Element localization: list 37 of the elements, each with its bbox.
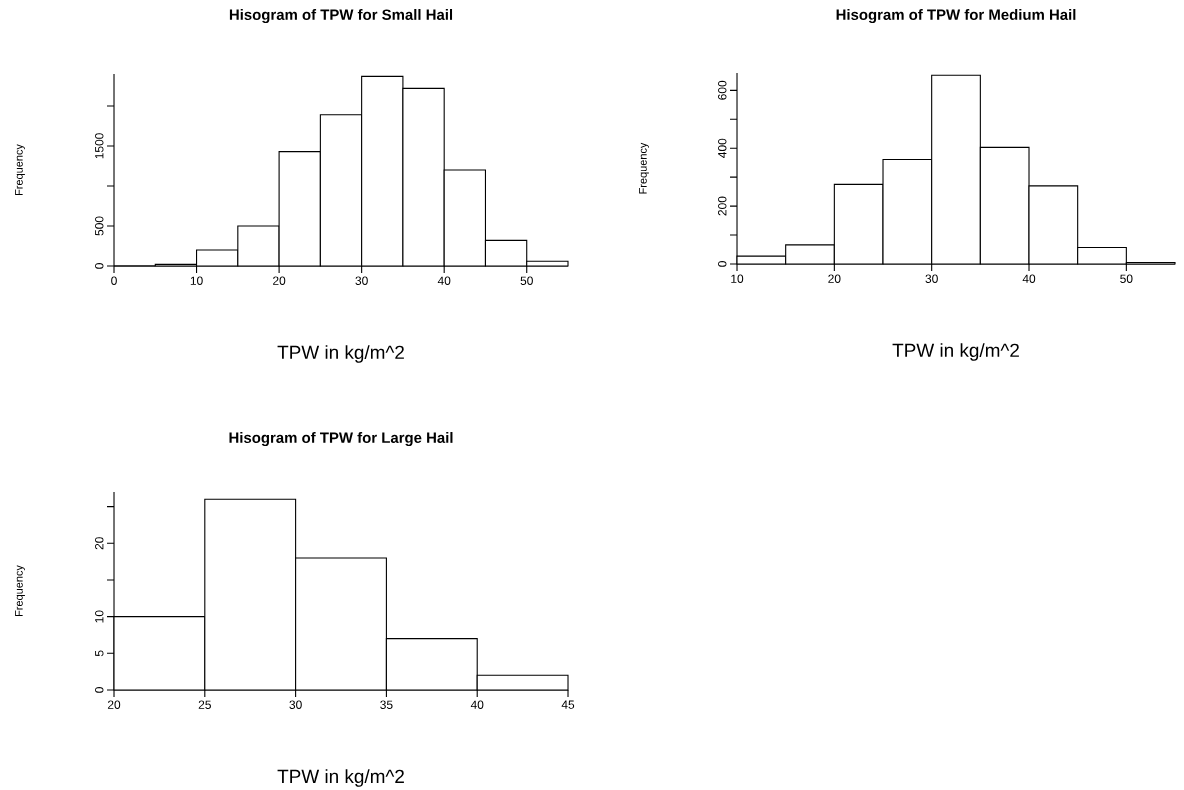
y-tick-label: 200 [718, 196, 727, 216]
y-tick-label: 20 [95, 537, 104, 550]
x-tick-label: 0 [111, 276, 117, 285]
y-axis-title: Frequency [15, 565, 25, 616]
x-axis-title: TPW in kg/m^2 [892, 343, 1019, 361]
chart-title: Hisogram of TPW for Small Hail [229, 8, 453, 23]
x-tick-label: 30 [289, 700, 302, 709]
x-tick-label: 50 [520, 276, 533, 285]
y-tick-label: 400 [718, 138, 727, 158]
chart-title: Hisogram of TPW for Large Hail [229, 431, 453, 446]
x-tick-label: 20 [828, 274, 841, 283]
x-tick-label: 20 [273, 276, 286, 285]
x-tick-label: 30 [355, 276, 368, 285]
x-axis-title: TPW in kg/m^2 [277, 345, 404, 363]
y-axis-title: Frequency [15, 144, 25, 195]
x-tick-label: 40 [437, 276, 451, 285]
x-tick-label: 40 [1022, 274, 1036, 283]
y-tick-label: 0 [95, 687, 104, 693]
y-tick-label: 0 [95, 263, 104, 269]
y-tick-label: 0 [718, 261, 727, 267]
chart-title: Hisogram of TPW for Medium Hail [836, 8, 1076, 23]
x-tick-label: 25 [198, 700, 211, 709]
y-tick-label: 1500 [95, 133, 104, 159]
y-tick-label: 600 [718, 80, 727, 100]
y-axis-title: Frequency [639, 142, 649, 194]
x-tick-label: 20 [107, 700, 121, 709]
x-tick-label: 30 [925, 274, 938, 283]
y-tick-label: 500 [95, 216, 104, 236]
y-tick-label: 5 [95, 650, 104, 657]
x-tick-label: 10 [190, 276, 203, 285]
x-tick-label: 40 [470, 700, 484, 709]
x-tick-label: 45 [561, 700, 575, 709]
x-tick-label: 50 [1120, 274, 1133, 283]
y-tick-label: 10 [95, 610, 104, 623]
x-axis-title: TPW in kg/m^2 [277, 769, 404, 787]
x-tick-label: 10 [731, 274, 744, 283]
x-tick-label: 35 [380, 700, 393, 709]
